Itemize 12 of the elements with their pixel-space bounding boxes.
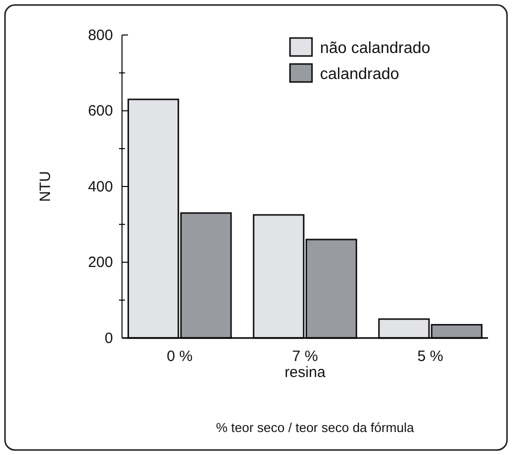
x-tick-label: 0 % xyxy=(166,348,193,365)
y-tick-label: 800 xyxy=(88,26,113,44)
x-axis-title: % teor seco / teor seco da fórmula xyxy=(216,420,415,435)
y-tick-label: 400 xyxy=(88,178,113,196)
y-axis-title: NTU xyxy=(37,171,54,202)
y-tick-label: 600 xyxy=(88,102,113,120)
y-tick-label: 0 xyxy=(104,330,113,347)
y-tick-label: 200 xyxy=(88,254,113,272)
legend-label: calandrado xyxy=(320,66,400,83)
x-tick-label: 5 % xyxy=(417,348,444,365)
x-tick-label: 7 % resina xyxy=(284,348,326,381)
legend-label: não calandrado xyxy=(320,40,430,57)
